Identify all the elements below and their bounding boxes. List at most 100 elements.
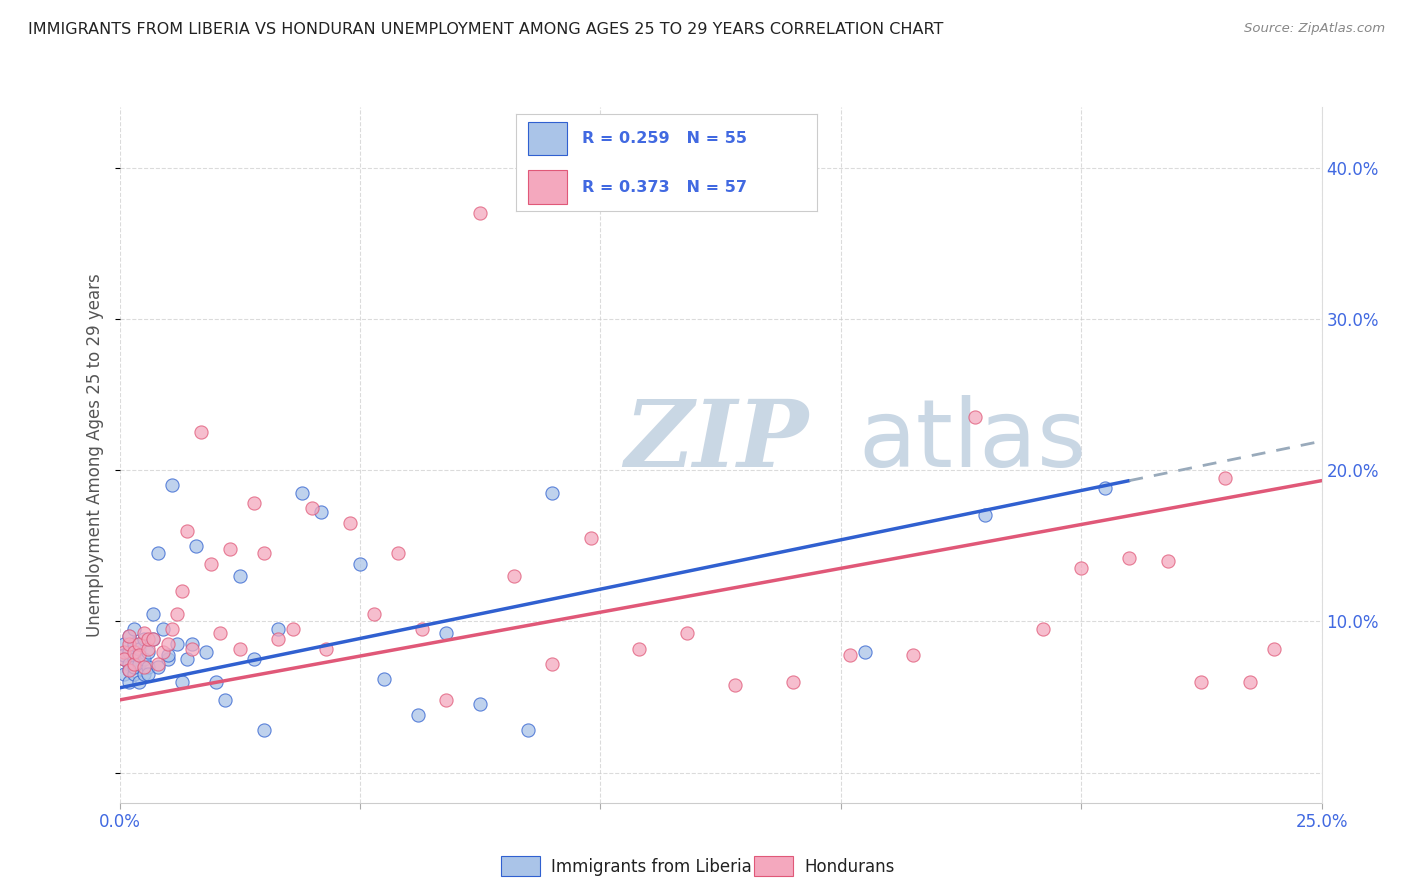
Point [436,693,458,707]
Point [387,546,409,560]
Point [176,524,198,538]
Point [176,652,198,666]
Point [1118,550,1140,565]
Point [132,667,155,681]
Point [112,652,135,666]
Point [118,663,141,677]
Point [146,657,169,671]
Point [142,632,165,647]
Point [228,641,252,656]
Point [156,637,179,651]
Point [1239,674,1261,689]
Point [200,557,222,571]
Point [965,410,987,425]
Point [138,667,160,681]
Point [839,648,862,662]
Point [122,659,145,673]
Point [166,637,188,651]
Point [118,644,141,658]
Point [132,652,155,666]
Point [142,607,165,621]
Point [349,557,371,571]
Point [122,644,145,658]
Point [122,657,145,671]
Point [627,641,650,656]
Point [112,644,135,658]
Point [186,539,208,553]
Point [132,659,155,673]
Point [118,629,141,643]
Point [152,644,174,658]
Point [118,663,141,677]
Point [190,425,212,440]
Point [974,508,997,523]
Point [676,626,699,640]
Point [156,648,179,662]
Point [243,496,266,510]
Point [541,657,564,671]
Point [363,607,385,621]
Point [502,569,524,583]
Point [112,648,135,662]
Point [142,632,165,647]
Point [162,478,184,492]
Text: Source: ZipAtlas.com: Source: ZipAtlas.com [1244,22,1385,36]
Point [162,622,184,636]
Text: IMMIGRANTS FROM LIBERIA VS HONDURAN UNEMPLOYMENT AMONG AGES 25 TO 29 YEARS CORRE: IMMIGRANTS FROM LIBERIA VS HONDURAN UNEM… [28,22,943,37]
Point [128,648,150,662]
Point [541,485,564,500]
Point [118,674,141,689]
Point [204,674,226,689]
Point [122,652,145,666]
Point [122,667,145,681]
Point [209,626,232,640]
Point [468,206,492,220]
Point [118,637,141,651]
Point [138,632,160,647]
Point [243,652,266,666]
Point [1070,561,1092,575]
Text: Hondurans: Hondurans [804,858,894,876]
Point [170,674,193,689]
Point [373,672,395,686]
Point [180,637,202,651]
Point [132,626,155,640]
Point [138,641,160,656]
Point [724,678,747,692]
Text: Immigrants from Liberia: Immigrants from Liberia [551,858,752,876]
Point [132,632,155,647]
Point [1215,470,1237,484]
Point [156,652,179,666]
Point [1189,674,1212,689]
Point [128,657,150,671]
Point [315,641,337,656]
Point [411,622,433,636]
Point [128,641,150,656]
Point [301,500,323,515]
Point [853,644,876,658]
Point [1032,622,1054,636]
Point [112,652,135,666]
Text: ZIP: ZIP [624,396,808,486]
Point [782,674,804,689]
Point [281,622,304,636]
Point [138,644,160,658]
Point [146,546,169,560]
Point [228,569,252,583]
Point [267,622,290,636]
Point [436,626,458,640]
Point [579,531,602,545]
Point [1094,481,1116,495]
Point [267,632,290,647]
Point [219,541,242,556]
Point [112,637,135,651]
Point [152,622,174,636]
Point [195,644,218,658]
Point [214,693,236,707]
Point [339,516,361,530]
Point [118,629,141,643]
Point [128,637,150,651]
Point [253,546,276,560]
Point [468,698,492,712]
Point [1263,641,1285,656]
